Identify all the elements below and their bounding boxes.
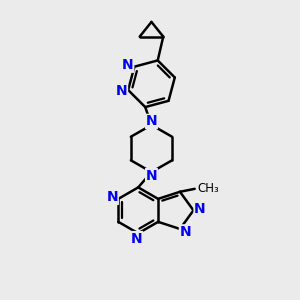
Text: N: N — [194, 202, 206, 216]
Text: N: N — [146, 114, 157, 128]
Text: N: N — [179, 225, 191, 239]
Text: N: N — [106, 190, 118, 204]
Text: N: N — [122, 58, 134, 72]
Text: N: N — [131, 232, 142, 246]
Text: N: N — [146, 169, 157, 183]
Text: CH₃: CH₃ — [197, 182, 219, 195]
Text: N: N — [116, 85, 127, 98]
